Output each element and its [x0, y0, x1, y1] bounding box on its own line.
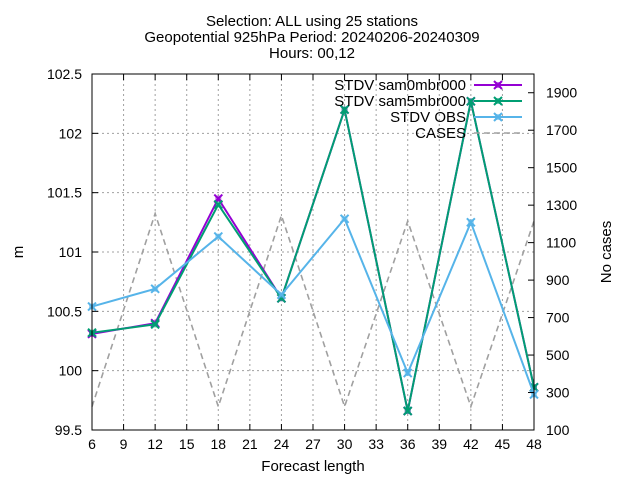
y-tick-label: 102.5 — [47, 66, 82, 82]
x-tick-label: 12 — [147, 436, 163, 452]
legend-label: STDV sam5mbr000 — [334, 93, 466, 110]
x-tick-label: 42 — [463, 436, 479, 452]
title-line: Selection: ALL using 25 stations — [206, 13, 418, 30]
data-point — [493, 112, 503, 122]
data-point — [493, 96, 503, 106]
series-line — [91, 101, 535, 412]
y-tick-label: 99.5 — [55, 422, 82, 438]
x-tick-label: 9 — [120, 436, 128, 452]
x-tick-label: 36 — [400, 436, 416, 452]
data-point — [150, 284, 160, 294]
ticks: 6 9 12 15 18 21 24 27 30 33 36 39 42 45 48 99.5 100 100.5… — [47, 66, 577, 452]
y2-tick-label: 1500 — [546, 160, 577, 176]
title-line: Geopotential 925hPa Period: 20240206-202… — [144, 29, 479, 46]
x-tick-label: 33 — [368, 436, 384, 452]
y2-tick-label: 300 — [546, 385, 570, 401]
data-point — [403, 406, 413, 416]
y-tick-label: 101 — [59, 244, 83, 260]
y2-tick-label: 500 — [546, 347, 570, 363]
data-point — [213, 199, 223, 210]
y-tick-label: 100 — [59, 363, 83, 379]
x-tick-label: 27 — [305, 436, 321, 452]
x-tick-label: 48 — [526, 436, 542, 452]
y-tick-label: 101.5 — [47, 185, 82, 201]
x-tick-label: 39 — [431, 436, 447, 452]
data-point — [339, 104, 350, 115]
data-point — [403, 368, 413, 378]
y2-tick-label: 900 — [546, 272, 570, 288]
y2-tick-label: 100 — [546, 422, 570, 438]
legend-label: STDV OBS — [390, 109, 466, 126]
x-tick-label: 15 — [179, 436, 195, 452]
legend-label: CASES — [415, 125, 466, 142]
x-tick-label: 18 — [210, 436, 226, 452]
data-point — [466, 217, 476, 228]
y-tick-label: 102 — [59, 125, 83, 141]
y-axis-label: m — [10, 246, 27, 259]
data-point — [339, 214, 350, 224]
legend-label: STDV sam0mbr000 — [334, 77, 466, 94]
y2-tick-label: 700 — [546, 310, 570, 326]
data-point — [276, 290, 287, 300]
x-axis-label: Forecast length — [261, 458, 364, 475]
data-point — [150, 319, 160, 330]
data-point — [213, 231, 223, 242]
series-line — [91, 216, 535, 395]
y2-tick-label: 1900 — [546, 85, 577, 101]
y2-axis-label: No cases — [598, 221, 615, 284]
y2-tick-label: 1300 — [546, 197, 577, 213]
grid — [92, 74, 534, 430]
y-tick-label: 100.5 — [47, 303, 82, 319]
data-point — [466, 96, 476, 107]
y2-tick-label: 1100 — [546, 235, 576, 251]
x-tick-label: 45 — [495, 436, 511, 452]
series-layer — [87, 96, 539, 416]
chart-title: Selection: ALL using 25 stationsGeopoten… — [144, 13, 479, 62]
title-line: Hours: 00,12 — [269, 45, 355, 62]
y2-tick-label: 1700 — [546, 122, 577, 138]
x-tick-label: 6 — [88, 436, 96, 452]
x-tick-label: 24 — [274, 436, 290, 452]
data-point — [493, 80, 503, 90]
x-tick-label: 21 — [242, 436, 258, 452]
x-tick-label: 30 — [337, 436, 353, 452]
